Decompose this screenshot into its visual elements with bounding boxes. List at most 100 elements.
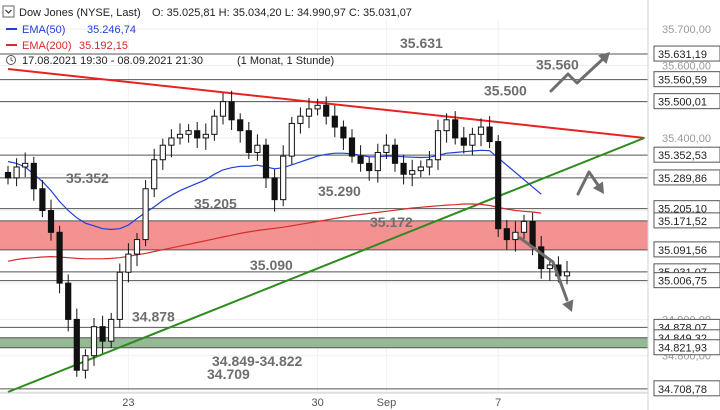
ohlc-values: O: 35.025,81 H: 35.034,20 L: 34.990,97 C… (152, 7, 412, 19)
price-zones (0, 220, 648, 348)
candle-body (348, 137, 356, 157)
collapse-legend-icon[interactable] (2, 5, 15, 18)
level-price-label: 34.821,93 (658, 343, 707, 355)
level-price-tag (653, 241, 720, 258)
candle-body (219, 101, 227, 117)
candle-body (460, 137, 467, 146)
interval-label: (1 Monat, 1 Stunde) (237, 55, 334, 67)
level-annotation: 35.290 (318, 183, 361, 199)
candle-body (563, 271, 571, 277)
level-price-tag (653, 339, 720, 356)
level-price-label: 35.171,52 (658, 216, 707, 228)
candle-body (237, 119, 244, 132)
candle-body (262, 144, 270, 179)
candle-body (426, 159, 433, 168)
price-axis: 35.700,0035.600,0035.500,0035.400,0035.3… (647, 0, 720, 410)
level-price-label: 35.560,59 (658, 75, 707, 87)
chart-header: Dow Jones (NYSE, Last) O: 35.025,81 H: 3… (2, 5, 412, 67)
level-annotation: 35.352 (66, 170, 109, 186)
candle-body (366, 162, 373, 172)
candle-body (211, 115, 218, 135)
candle-body (546, 264, 553, 270)
candle-body (73, 318, 80, 371)
candle-body (22, 162, 29, 168)
level-annotation: 35.631 (400, 35, 443, 51)
moving-averages (7, 149, 542, 262)
candle-body (56, 231, 63, 284)
candle-body (512, 231, 519, 241)
candle-body (357, 155, 364, 164)
candle-body (245, 130, 252, 153)
forecast-arrows (518, 52, 610, 312)
candle-body (288, 122, 295, 157)
candle-body (202, 133, 209, 139)
candle-body (323, 104, 330, 117)
level-price-label: 34.708,78 (658, 384, 707, 396)
candle-body (305, 108, 313, 117)
level-price-tag (653, 272, 720, 289)
candle-body (486, 126, 493, 143)
candle-body (116, 271, 123, 320)
date-tick-label: 30 (311, 397, 323, 409)
candle-body (383, 144, 390, 153)
candle-body (108, 318, 115, 342)
candle-body (400, 162, 407, 175)
level-price-tag (653, 169, 720, 186)
level-price-label: 35.500,01 (658, 97, 707, 109)
candle-body (13, 166, 20, 179)
bearish-arrow-head (562, 299, 574, 312)
candle-body (82, 355, 89, 371)
candle-body (176, 133, 184, 139)
candle-body (194, 130, 201, 139)
candle-body (99, 326, 106, 342)
level-annotations: 35.631 35.560 35.500 35.352 35.290 35.205 35.1… (66, 35, 579, 382)
bearish-arrow (518, 236, 569, 302)
ema200-legend-value: 35.192,15 (79, 40, 128, 52)
date-tick-label: 23 (122, 397, 134, 409)
clock-icon (6, 55, 16, 65)
candle-body (520, 220, 528, 233)
symbol-title: Dow Jones (NYSE, Last) (19, 7, 141, 19)
ema200-line (7, 203, 542, 262)
resistance-zone (0, 220, 648, 250)
level-price-tag (653, 212, 720, 229)
level-annotation: 35.172 (370, 214, 413, 230)
level-annotation: 35.090 (250, 257, 293, 273)
candle-body (254, 144, 261, 153)
price-levels (0, 53, 648, 390)
level-annotation: 34.709 (207, 366, 250, 382)
candle-body (538, 246, 545, 270)
date-tick-label: Sep (377, 397, 397, 409)
candle-body (477, 126, 485, 135)
candle-body (314, 104, 321, 110)
candle-body (125, 253, 132, 273)
date-tick-label: 7 (495, 397, 501, 409)
candle-body (228, 101, 235, 121)
candle-body (503, 228, 510, 241)
candle-body (495, 141, 502, 230)
ema50-legend-value: 35.246,74 (87, 24, 136, 36)
candle-body (374, 151, 381, 172)
price-axis-tick: 35.700,00 (662, 24, 711, 36)
level-price-label: 35.091,56 (658, 245, 707, 257)
level-annotation: 35.560 (536, 57, 579, 73)
candle-body (434, 130, 442, 161)
candle-body (151, 159, 158, 190)
pullback-arrow (576, 170, 600, 196)
level-price-tag (653, 380, 720, 397)
price-axis-tick: 35.600,00 (662, 60, 711, 72)
candle-body (443, 119, 450, 132)
ema50-line (7, 149, 542, 231)
level-annotation: 35.205 (194, 196, 237, 212)
level-price-tag (653, 45, 720, 62)
candle-body (65, 282, 72, 320)
candle-body (280, 155, 287, 201)
candle-body (271, 177, 278, 201)
bullish-arrow-head (597, 52, 610, 65)
level-price-label: 35.352,53 (658, 150, 707, 162)
pullback-arrow-head (592, 181, 604, 194)
candle-body (168, 137, 175, 146)
candle-body (142, 188, 149, 241)
candle-body (297, 115, 304, 124)
